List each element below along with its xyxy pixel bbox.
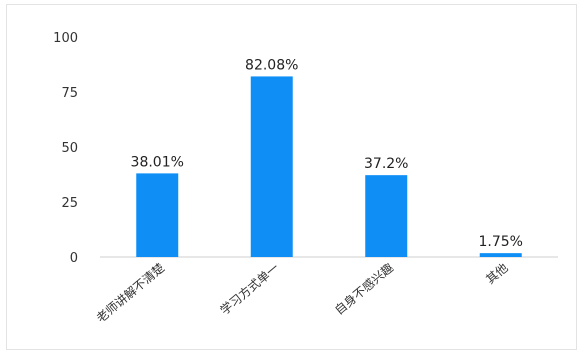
x-tick-label: 其他	[483, 261, 510, 287]
data-label: 38.01%	[131, 154, 184, 170]
x-tick-label: 学习方式单一	[217, 260, 282, 318]
x-tick-label: 老师讲解不清楚	[93, 260, 167, 325]
bar	[479, 253, 522, 257]
y-tick-label: 50	[61, 141, 78, 156]
data-label: 82.08%	[245, 57, 298, 73]
y-tick-label: 100	[53, 31, 78, 46]
x-tick-label: 自身不感兴趣	[331, 260, 396, 318]
y-axis-ticks: 0 25 50 75 100	[53, 31, 78, 266]
x-tick-labels: 老师讲解不清楚 学习方式单一 自身不感兴趣 其他	[93, 260, 511, 325]
data-label: 1.75%	[479, 234, 523, 250]
bars	[136, 76, 522, 257]
bar	[250, 76, 293, 257]
y-tick-label: 0	[70, 251, 78, 266]
data-label: 37.2%	[364, 156, 408, 172]
bar	[136, 173, 179, 257]
y-tick-label: 25	[61, 196, 78, 211]
data-labels: 38.01% 82.08% 37.2% 1.75%	[131, 57, 523, 250]
y-tick-label: 75	[61, 86, 78, 101]
bar	[365, 175, 408, 257]
